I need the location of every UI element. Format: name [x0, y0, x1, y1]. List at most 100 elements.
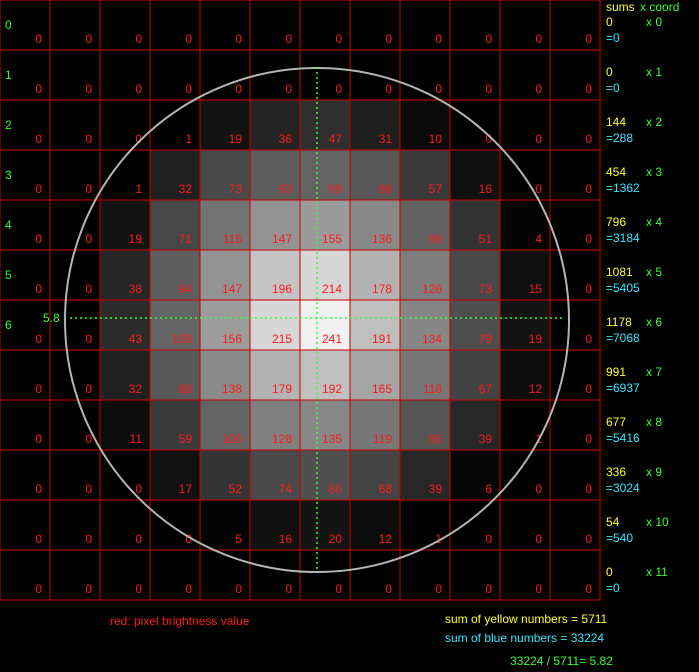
pixel-cell-r9-c8 [400, 450, 450, 500]
pixel-value: 0 [485, 32, 492, 46]
pixel-cell-r1-c1 [50, 50, 100, 100]
row-sums-column: 0 x 0 =0 0 x 1 =0 144 x 2 =288 454 x 3 =1362 796 x 4 =… [606, 15, 669, 595]
pixel-cell-r5-c6 [300, 250, 350, 300]
pixel-value: 0 [485, 82, 492, 96]
pixel-value: 11 [130, 432, 143, 446]
pixel-value: 99 [329, 182, 343, 196]
pixel-value: 0 [185, 532, 192, 546]
row-sum-yellow: 454 [606, 165, 626, 179]
pixel-value: 0 [135, 582, 142, 596]
pixel-value: 93 [279, 182, 293, 196]
pixel-value: 6 [485, 482, 492, 496]
pixel-cell-r0-c2 [100, 0, 150, 50]
pixel-value: 0 [285, 32, 292, 46]
pixel-cell-r3-c7 [350, 150, 400, 200]
pixel-cell-r7-c2 [100, 350, 150, 400]
pixel-value: 0 [285, 582, 292, 596]
pixel-value: 0 [585, 332, 592, 346]
pixel-cell-r8-c5 [250, 400, 300, 450]
pixel-value: 128 [272, 432, 292, 446]
pixel-value: 39 [479, 432, 493, 446]
pixel-cell-r7-c8 [400, 350, 450, 400]
pixel-value: 0 [535, 582, 542, 596]
pixel-cell-r6-c2 [100, 300, 150, 350]
row-index-label: 4 [5, 218, 12, 232]
pixel-cell-r11-c7 [350, 550, 400, 600]
pixel-value: 0 [85, 432, 92, 446]
pixel-value: 0 [35, 532, 42, 546]
pixel-cell-r7-c4 [200, 350, 250, 400]
pixel-cell-r11-c5 [250, 550, 300, 600]
pixel-cell-r10-c7 [350, 500, 400, 550]
pixel-value: 0 [35, 132, 42, 146]
pixel-cell-r3-c6 [300, 150, 350, 200]
pixel-value: 51 [479, 232, 493, 246]
crosshair: 5.8 [43, 67, 565, 570]
row-sum-yellow: 54 [606, 515, 620, 529]
pixel-cell-r4-c0 [0, 200, 50, 250]
row-xcoord-label: x 8 [646, 415, 662, 429]
pixel-cell-r1-c3 [150, 50, 200, 100]
row-sum-blue: =540 [606, 531, 633, 545]
pixel-value: 196 [272, 282, 292, 296]
pixel-value: 0 [35, 382, 42, 396]
pixel-value: 19 [129, 232, 143, 246]
pixel-value: 0 [85, 532, 92, 546]
pixel-value: 0 [85, 82, 92, 96]
pixel-value: 67 [479, 382, 493, 396]
pixel-cell-r8-c7 [350, 400, 400, 450]
row-sum-yellow: 0 [606, 65, 613, 79]
pixel-cell-r3-c3 [150, 150, 200, 200]
pixel-value: 85 [429, 432, 443, 446]
pixel-value: 0 [285, 82, 292, 96]
row-sum-blue: =288 [606, 131, 633, 145]
pixel-cell-r4-c10 [500, 200, 550, 250]
pixel-value: 179 [272, 382, 292, 396]
pixel-value: 134 [422, 332, 442, 346]
pixel-cell-r9-c10 [500, 450, 550, 500]
row-sum-blue: =3024 [606, 481, 640, 495]
pixel-cell-r11-c9 [450, 550, 500, 600]
row-index-label: 6 [5, 318, 12, 332]
pixel-value: 192 [322, 382, 342, 396]
pixel-cell-r6-c7 [350, 300, 400, 350]
pixel-value: 0 [385, 582, 392, 596]
pixel-cell-r5-c8 [400, 250, 450, 300]
pixel-cell-r7-c5 [250, 350, 300, 400]
pixel-cells [0, 0, 600, 600]
row-sum-yellow: 0 [606, 565, 613, 579]
pixel-cell-r2-c9 [450, 100, 500, 150]
pixel-cell-r0-c7 [350, 0, 400, 50]
pixel-cell-r3-c2 [100, 150, 150, 200]
pixel-cell-r10-c3 [150, 500, 200, 550]
row-xcoord-label: x 11 [646, 565, 668, 579]
pixel-cell-r1-c11 [550, 50, 600, 100]
row-xcoord-label: x 1 [646, 65, 662, 79]
pixel-value: 98 [429, 232, 443, 246]
pixel-cell-r6-c8 [400, 300, 450, 350]
pixel-value: 115 [223, 232, 242, 246]
row-sum-blue: =3184 [606, 231, 640, 245]
pixel-cell-r4-c11 [550, 200, 600, 250]
pixel-cell-r4-c2 [100, 200, 150, 250]
row-sum-blue: =5416 [606, 431, 640, 445]
row-sum-yellow: 1081 [606, 265, 633, 279]
pixel-value: 32 [129, 382, 143, 396]
pixel-value: 80 [329, 482, 343, 496]
pixel-cell-r0-c9 [450, 0, 500, 50]
row-index-label: 2 [5, 118, 12, 132]
pixel-value: 0 [85, 232, 92, 246]
pixel-value: 0 [85, 32, 92, 46]
pixel-cell-r8-c10 [500, 400, 550, 450]
pixel-value: 36 [279, 132, 293, 146]
pixel-cell-r10-c4 [200, 500, 250, 550]
pixel-value: 138 [222, 382, 242, 396]
pixel-value: 4 [535, 232, 542, 246]
pixel-cell-r0-c3 [150, 0, 200, 50]
pixel-value: 155 [322, 232, 342, 246]
pixel-value: 0 [85, 332, 92, 346]
pixel-cell-r10-c11 [550, 500, 600, 550]
pixel-cell-r9-c4 [200, 450, 250, 500]
pixel-value: 73 [479, 282, 493, 296]
pixel-value: 215 [272, 332, 292, 346]
